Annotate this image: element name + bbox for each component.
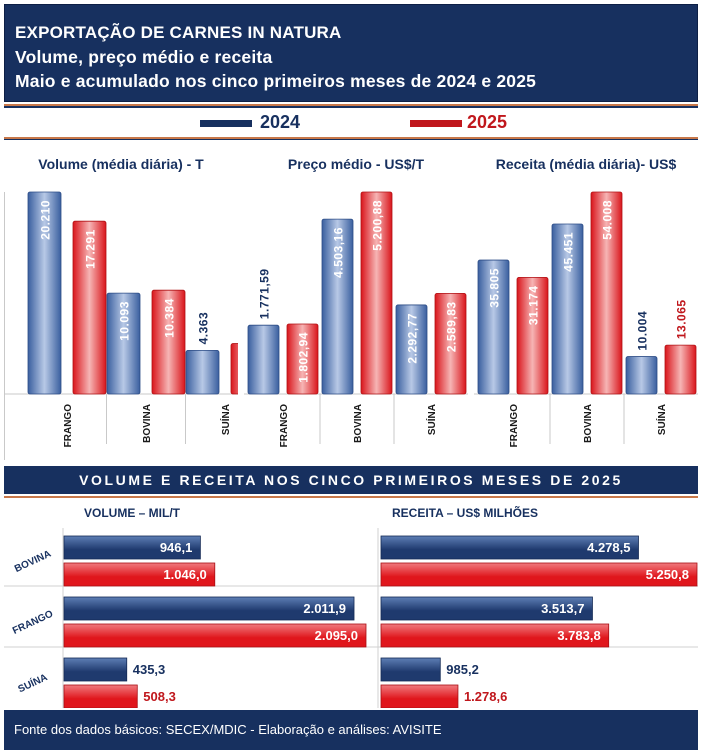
hvalue-label-0-bovina-2024: 946,1 xyxy=(160,540,193,555)
hbar-0-frango-2024 xyxy=(63,596,355,621)
chart-cumulative: 946,1 1.046,0 BOVINA 2.011,9 2.095,0 FRANGO 43… xyxy=(4,528,698,708)
bar-frango-2025 xyxy=(516,277,549,395)
value-label-frango-2024: 35.805 xyxy=(488,268,502,308)
accent-stripe xyxy=(4,104,698,106)
hbar-0-frango-2025 xyxy=(63,623,367,648)
bar-frango-2024 xyxy=(477,259,510,395)
header-title: EXPORTAÇÃO DE CARNES IN NATURA xyxy=(15,23,342,42)
bar-suína-2025 xyxy=(230,343,265,395)
hbar-1-bovina-2024 xyxy=(380,535,639,560)
panel-preco: Preço médio - US$/T 1.771,59 1.802,94 FRAN… xyxy=(244,142,473,460)
bar-suína-2025 xyxy=(434,293,467,395)
value-label-frango-2025: 31.174 xyxy=(527,285,541,325)
hvalue-label-0-bovina-2025: 1.046,0 xyxy=(163,567,206,582)
bar-bovina-2024 xyxy=(551,223,584,395)
category-label-bovina: BOVINA xyxy=(583,404,594,443)
hbar-0-bovina-2024 xyxy=(63,535,201,560)
hvalue-label-1-suína-2025: 1.278,6 xyxy=(464,689,507,704)
section-title: VOLUME E RECEITA NOS CINCO PRIMEIROS MES… xyxy=(4,466,698,494)
bar-frango-2024 xyxy=(247,324,280,395)
hvalue-label-1-frango-2024: 3.513,7 xyxy=(541,601,584,616)
hvalue-label-0-frango-2024: 2.011,9 xyxy=(303,601,346,616)
bar-frango-2025 xyxy=(72,220,107,395)
hcategory-label-bovina: BOVINA xyxy=(13,549,53,575)
legend-swatch-2024 xyxy=(200,120,252,127)
navy-stripe-2 xyxy=(4,139,698,140)
value-label-frango-2025: 17.291 xyxy=(84,229,98,269)
hbar-0-bovina-2025 xyxy=(63,562,216,587)
value-label-frango-2025: 1.802,94 xyxy=(297,332,311,383)
hvalue-label-1-suína-2024: 985,2 xyxy=(446,662,479,677)
bar-suína-2024 xyxy=(625,356,658,395)
legend-swatch-2025 xyxy=(410,120,462,127)
bar-bovina-2025 xyxy=(590,191,623,395)
chart-receita: 35.805 31.174 FRANGO 45.451 54.008 BOVINA 10.0… xyxy=(474,191,702,448)
hvalue-label-1-bovina-2024: 4.278,5 xyxy=(587,540,630,555)
header-banner: EXPORTAÇÃO DE CARNES IN NATURA Volume, p… xyxy=(4,4,698,102)
category-label-frango: FRANGO xyxy=(279,404,290,448)
panel-receita: Receita (média diária)- US$ 35.805 31.174… xyxy=(474,142,702,460)
value-label-suína-2024: 4.363 xyxy=(197,312,211,345)
legend-label-2024: 2024 xyxy=(260,112,301,132)
panel-title-volume: Volume (média diária) - T xyxy=(38,156,204,172)
value-label-bovina-2024: 4.503,16 xyxy=(332,227,346,278)
category-label-suína: SUÍNA xyxy=(219,404,232,435)
col-head-volume: VOLUME – MIL/T xyxy=(84,506,180,520)
header-subtitle-2: Maio e acumulado nos cinco primeiros mes… xyxy=(15,71,537,91)
hvalue-label-1-frango-2025: 3.783,8 xyxy=(557,628,600,643)
panel-title-preco: Preço médio - US$/T xyxy=(287,156,425,172)
hvalue-label-0-suína-2025: 508,3 xyxy=(143,689,176,704)
hbar-1-suína-2025 xyxy=(380,684,459,708)
bar-frango-2024 xyxy=(27,191,62,395)
col-head-receita: RECEITA – US$ MILHÕES xyxy=(392,506,539,520)
bar-frango-2025 xyxy=(286,323,319,395)
value-label-bovina-2024: 45.451 xyxy=(562,232,576,272)
hbar-1-suína-2024 xyxy=(380,657,441,682)
category-label-frango: FRANGO xyxy=(63,404,74,448)
value-label-frango-2024: 1.771,59 xyxy=(258,268,272,319)
hvalue-label-0-suína-2024: 435,3 xyxy=(133,662,166,677)
value-label-bovina-2024: 10.093 xyxy=(118,301,132,341)
legend-label-2025: 2025 xyxy=(467,112,508,132)
bar-bovina-2024 xyxy=(321,218,354,395)
value-label-bovina-2025: 54.008 xyxy=(601,200,615,240)
hcategory-label-suína: SUÍNA xyxy=(16,670,50,695)
hcategory-label-frango: FRANGO xyxy=(11,609,55,637)
category-label-suína: SUÍNA xyxy=(655,404,668,435)
value-label-suína-2024: 10.004 xyxy=(636,311,650,351)
value-label-bovina-2025: 10.384 xyxy=(163,298,177,338)
bar-suína-2025 xyxy=(664,344,697,395)
hvalue-label-0-frango-2025: 2.095,0 xyxy=(315,628,358,643)
navy-stripe xyxy=(4,106,698,108)
header-subtitle-1: Volume, preço médio e receita xyxy=(15,47,273,67)
legend: 2024 2025 xyxy=(0,110,702,136)
hbar-1-bovina-2025 xyxy=(380,562,698,587)
bar-bovina-2025 xyxy=(360,191,393,395)
bar-suína-2024 xyxy=(185,349,220,395)
hbar-1-frango-2025 xyxy=(380,623,610,648)
hvalue-label-1-bovina-2025: 5.250,8 xyxy=(646,567,689,582)
chart-preco: 1.771,59 1.802,94 FRANGO 4.503,16 5.200,88 BO… xyxy=(244,191,473,448)
value-label-bovina-2025: 5.200,88 xyxy=(371,200,385,251)
value-label-suína-2025: 2.589,83 xyxy=(445,301,459,352)
accent-stripe-3 xyxy=(4,496,698,498)
value-label-suína-2025: 13.065 xyxy=(675,299,689,339)
value-label-frango-2024: 20.210 xyxy=(39,200,53,240)
value-label-suína-2024: 2.292,77 xyxy=(406,313,420,364)
hbar-1-frango-2024 xyxy=(380,596,593,621)
bar-suína-2024 xyxy=(395,304,428,395)
chart-volume: 20.210 17.291 FRANGO 10.093 10.384 BOVINA 4.36… xyxy=(4,191,271,460)
category-label-suína: SUÍNA xyxy=(425,404,438,435)
accent-stripe-2 xyxy=(4,137,698,139)
category-label-frango: FRANGO xyxy=(509,404,520,448)
hbar-0-suína-2024 xyxy=(63,657,128,682)
category-label-bovina: BOVINA xyxy=(353,404,364,443)
panel-volume: Volume (média diária) - T 20.210 17.291 FR… xyxy=(4,142,271,460)
hbar-0-suína-2025 xyxy=(63,684,138,708)
bar-bovina-2025 xyxy=(151,289,186,395)
panel-title-receita: Receita (média diária)- US$ xyxy=(495,156,677,172)
category-label-bovina: BOVINA xyxy=(142,404,153,443)
footer-source: Fonte dos dados básicos: SECEX/MDIC - El… xyxy=(4,710,698,750)
bar-bovina-2024 xyxy=(106,292,141,395)
